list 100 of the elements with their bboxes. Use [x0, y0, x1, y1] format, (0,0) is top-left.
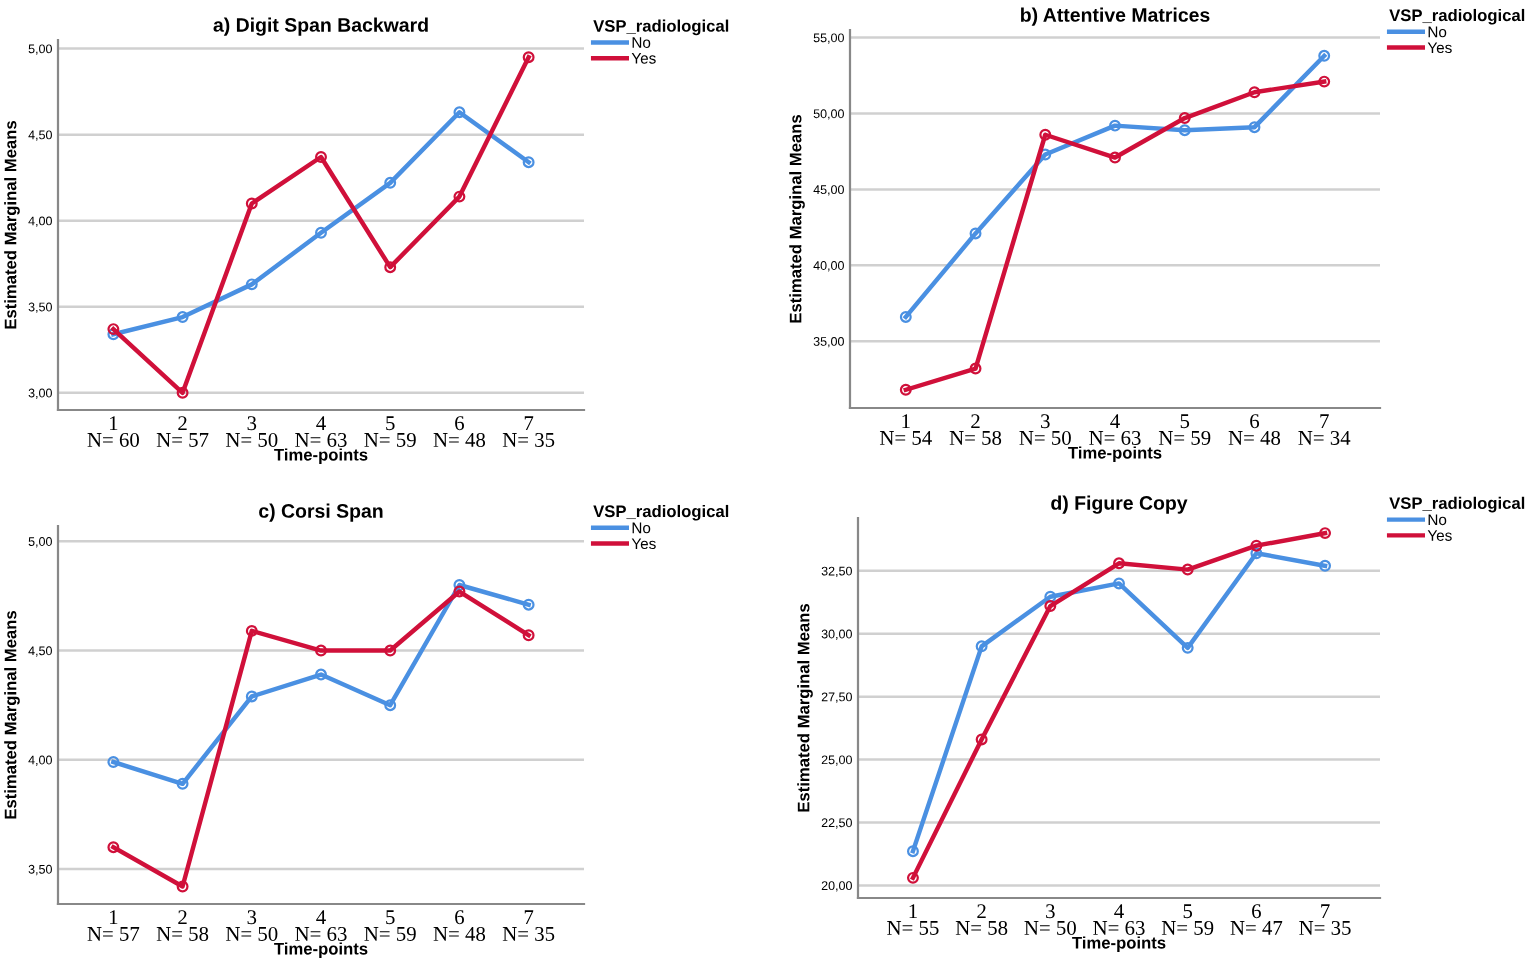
- point: [969, 227, 982, 240]
- line-series: [107, 579, 535, 790]
- point: [245, 278, 258, 291]
- point: [453, 106, 466, 119]
- line-series: [899, 49, 1331, 323]
- point: [1248, 86, 1261, 99]
- point: [453, 585, 466, 598]
- point: [245, 690, 258, 703]
- x-tick-label: 7 N= 35: [502, 416, 555, 447]
- legend-title: VSP_radiological: [1389, 8, 1525, 25]
- x-axis-title: Time-points: [1068, 446, 1162, 462]
- line-series: [899, 75, 1331, 396]
- point: [1248, 121, 1261, 134]
- point: [384, 261, 397, 274]
- point: [1181, 563, 1194, 576]
- point: [384, 699, 397, 712]
- point: [1113, 577, 1125, 590]
- point: [315, 644, 327, 657]
- x-tick-label: 2 N= 58: [949, 414, 1002, 445]
- x-tick-label: 5 N= 59: [1161, 904, 1214, 935]
- point: [453, 579, 466, 591]
- x-tick-label: 6 N= 48: [1228, 414, 1281, 445]
- point: [1178, 124, 1191, 137]
- legend-title: VSP_radiological: [593, 19, 729, 36]
- line-series: [107, 51, 535, 399]
- point: [315, 668, 327, 681]
- x-tick-label: 3 N= 50: [1024, 904, 1076, 935]
- x-tick-label: 5 N= 59: [1158, 414, 1211, 445]
- point: [315, 151, 327, 163]
- x-tick-label: 1 N= 54: [879, 414, 932, 445]
- point: [975, 640, 988, 653]
- point: [384, 176, 397, 189]
- point: [1250, 539, 1263, 552]
- point: [176, 386, 189, 399]
- point: [245, 197, 258, 210]
- chart-title: b) Attentive Matrices: [1021, 7, 1210, 26]
- legend-title: VSP_radiological: [1389, 496, 1525, 513]
- point: [176, 777, 189, 790]
- point: [522, 156, 535, 169]
- point: [384, 644, 397, 657]
- point: [1178, 112, 1191, 125]
- point: [1109, 119, 1121, 132]
- y-axis-title: Estimated Marginal Means: [789, 115, 805, 323]
- point: [107, 841, 120, 854]
- point: [176, 880, 189, 893]
- point: [522, 51, 535, 64]
- point: [245, 624, 258, 637]
- x-axis-title: Time-points: [1072, 936, 1166, 952]
- point: [522, 629, 535, 642]
- point: [1044, 600, 1057, 613]
- point: [176, 311, 189, 324]
- x-tick-label: 1 N= 57: [87, 910, 140, 941]
- y-axis-title: Estimated Marginal Means: [797, 604, 813, 812]
- x-tick-label: 2 N= 58: [156, 910, 209, 941]
- x-tick-label: 4 N= 63: [1093, 904, 1145, 935]
- x-tick-label: 3 N= 50: [225, 910, 278, 941]
- x-axis-title: Time-points: [274, 942, 368, 958]
- point: [1181, 641, 1194, 654]
- x-tick-label: 2 N= 58: [955, 904, 1008, 935]
- x-tick-label: 2 N= 57: [156, 416, 209, 447]
- x-tick-label: 5 N= 59: [364, 416, 416, 447]
- x-tick-label: 1 N= 60: [87, 416, 139, 447]
- x-tick-label: 1 N= 55: [887, 904, 939, 935]
- x-axis-title: Time-points: [274, 448, 368, 464]
- point: [1319, 559, 1332, 572]
- point: [975, 733, 988, 746]
- line-series: [107, 106, 535, 341]
- x-tick-label: 6 N= 47: [1230, 904, 1283, 935]
- y-axis-title: Estimated Marginal Means: [4, 611, 20, 819]
- point: [107, 756, 120, 768]
- point: [969, 362, 982, 375]
- point: [899, 310, 912, 323]
- point: [315, 226, 327, 239]
- chart-title: a) Digit Span Backward: [213, 17, 428, 36]
- chart-title: d) Figure Copy: [1051, 495, 1188, 514]
- point: [1319, 527, 1332, 540]
- point: [453, 190, 466, 203]
- point: [1044, 590, 1057, 603]
- x-tick-label: 7 N= 35: [502, 910, 555, 941]
- point: [1039, 128, 1052, 141]
- x-tick-label: 4 N= 63: [295, 416, 347, 447]
- point: [906, 845, 919, 858]
- point: [1318, 75, 1331, 88]
- point: [1318, 49, 1331, 62]
- chart-title: c) Corsi Span: [259, 503, 383, 522]
- point: [107, 323, 120, 336]
- point: [1250, 547, 1263, 560]
- point: [1109, 151, 1121, 164]
- x-tick-label: 4 N= 63: [295, 910, 347, 941]
- x-tick-label: 5 N= 59: [364, 910, 416, 941]
- x-tick-label: 7 N= 34: [1298, 414, 1351, 445]
- point: [906, 871, 919, 884]
- point: [522, 598, 535, 611]
- x-tick-label: 6 N= 48: [433, 416, 486, 447]
- y-axis-title: Estimated Marginal Means: [4, 121, 20, 329]
- point: [1113, 557, 1125, 570]
- x-tick-label: 6 N= 48: [433, 910, 486, 941]
- x-tick-label: 3 N= 50: [1019, 414, 1071, 445]
- legend-title: VSP_radiological: [593, 504, 729, 521]
- x-tick-label: 7 N= 35: [1299, 904, 1351, 935]
